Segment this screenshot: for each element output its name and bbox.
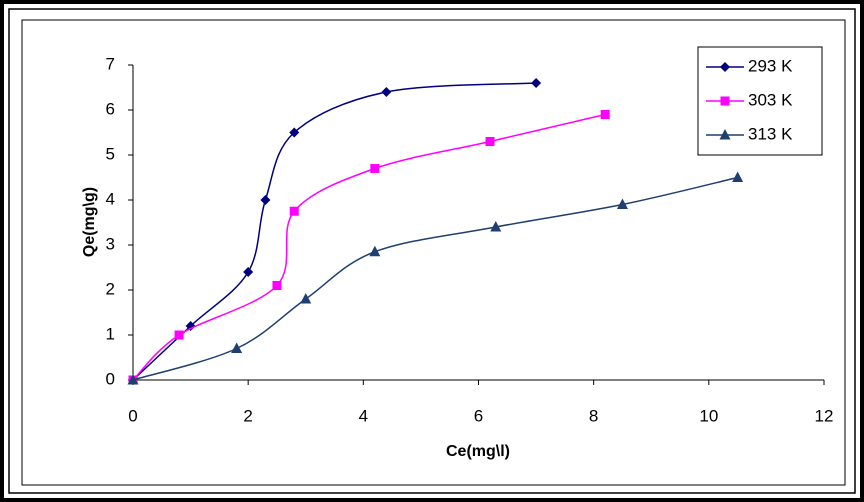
marker [531, 78, 542, 88]
legend-label: 293 K [748, 56, 793, 75]
inner-frame [8, 8, 856, 494]
marker [616, 198, 628, 209]
marker [231, 342, 243, 353]
y-tick-label: 2 [106, 279, 115, 298]
y-tick-label: 1 [106, 324, 115, 343]
x-tick-label: 0 [128, 406, 137, 425]
y-tick-label: 7 [106, 54, 115, 73]
marker [300, 293, 312, 304]
y-tick-label: 5 [106, 144, 115, 163]
marker [485, 137, 495, 146]
x-tick-label: 10 [699, 406, 718, 425]
x-tick-label: 8 [589, 406, 598, 425]
y-axis-label: Qe(mg\g) [81, 187, 98, 257]
legend-label: 313 K [748, 124, 793, 143]
marker [289, 206, 299, 216]
y-tick-label: 6 [106, 99, 115, 118]
marker [732, 171, 744, 182]
marker [600, 110, 610, 119]
marker [719, 129, 731, 140]
marker [260, 195, 271, 205]
marker [289, 127, 300, 138]
x-axis-label: Ce(mg\l) [446, 443, 510, 460]
marker [369, 245, 381, 257]
marker [720, 62, 730, 72]
marker [490, 221, 502, 232]
marker [127, 374, 139, 385]
marker [370, 164, 380, 173]
x-tick-label: 4 [359, 406, 368, 425]
legend-label: 303 K [748, 90, 793, 109]
y-tick-label: 3 [106, 234, 115, 253]
marker [174, 330, 184, 340]
marker [720, 96, 730, 106]
y-tick-label: 4 [106, 189, 115, 208]
marker [243, 267, 254, 277]
marker [381, 87, 392, 97]
x-tick-label: 12 [815, 406, 834, 425]
marker [185, 321, 196, 331]
x-tick-label: 6 [474, 406, 483, 425]
x-tick-label: 2 [243, 406, 252, 425]
marker [272, 281, 282, 290]
y-tick-label: 0 [106, 369, 115, 388]
